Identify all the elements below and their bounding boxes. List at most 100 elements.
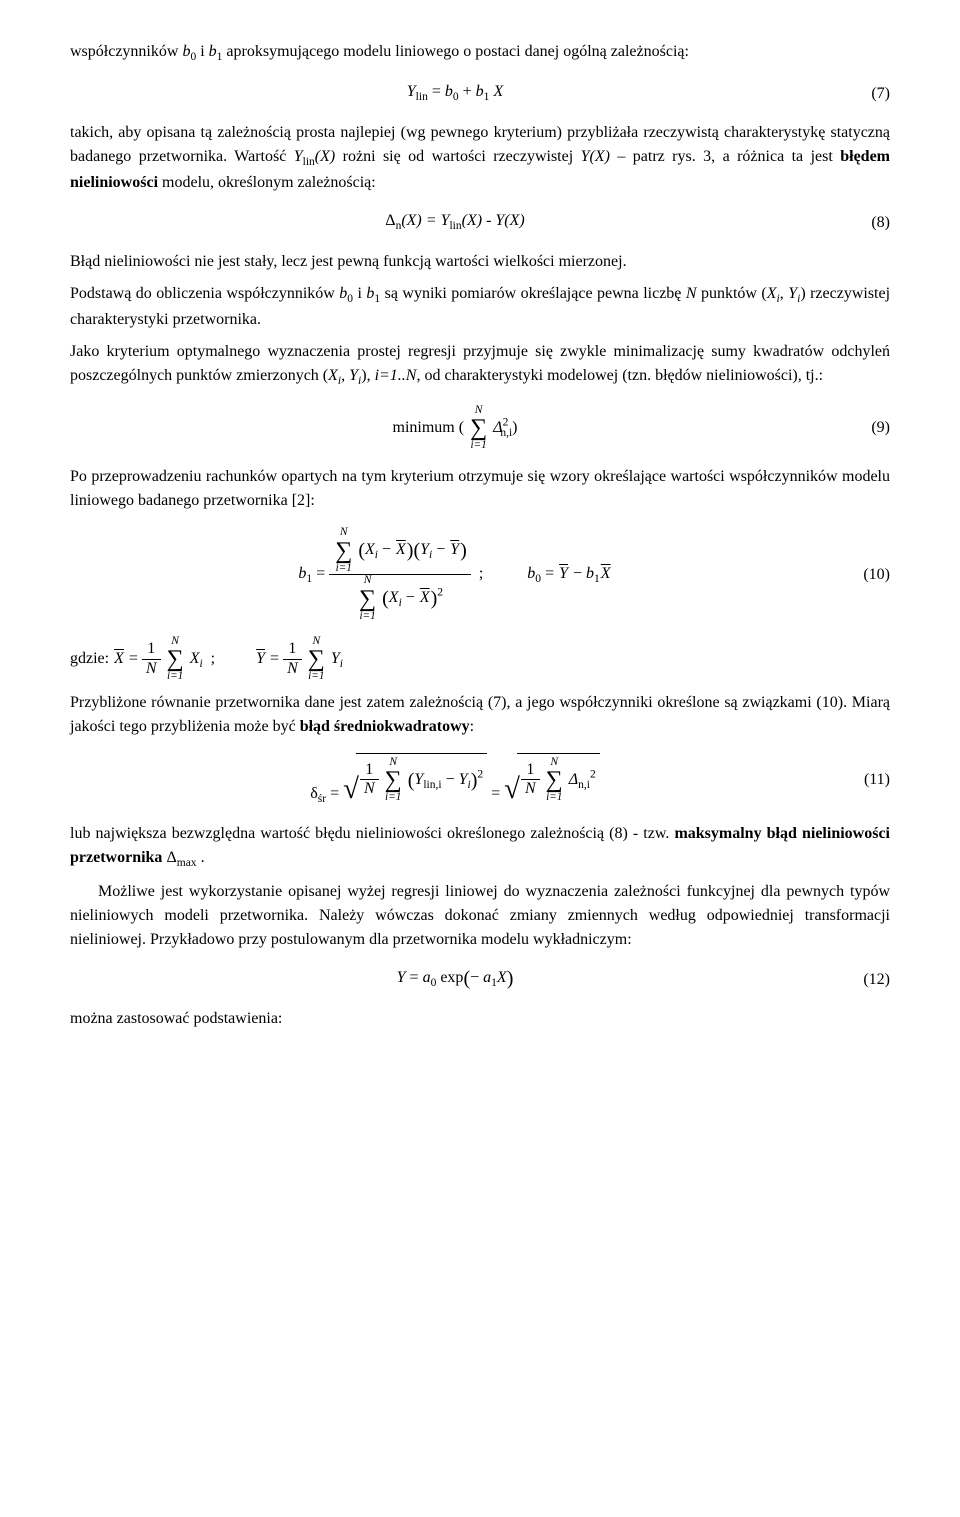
paragraph-10: Możliwe jest wykorzystanie opisanej wyże…: [70, 880, 890, 952]
text: minimum (: [393, 419, 465, 436]
sub-max: max: [177, 857, 197, 869]
sum-symbol: ∑: [470, 416, 487, 440]
fraction: 1N: [142, 640, 161, 678]
text: współczynników: [70, 43, 182, 60]
text: =: [406, 969, 423, 986]
text: =: [125, 650, 142, 667]
text: punktów (: [697, 285, 767, 302]
sum-symbol: ∑: [385, 768, 402, 792]
paragraph-3: Błąd nieliniowości nie jest stały, lecz …: [70, 250, 890, 274]
text: =: [541, 565, 558, 582]
text: i: [196, 43, 208, 60]
text: +: [459, 83, 476, 100]
var-Xbar: X: [113, 650, 125, 667]
denominator: N: [521, 779, 540, 798]
numerator: 1: [142, 640, 161, 658]
sum-symbol: ∑: [335, 539, 352, 563]
var-X: X: [190, 650, 200, 667]
eq-number: (12): [840, 968, 890, 992]
sum-symbol: ∑: [308, 647, 325, 671]
sqrt: √ 1N N ∑ i=1 (Ylin,i − Yi)2: [343, 753, 487, 804]
text: =: [326, 785, 343, 802]
sum-top: N: [359, 575, 376, 587]
eq-body: δśr = √ 1N N ∑ i=1 (Ylin,i − Yi)2 = √ 1N…: [70, 753, 840, 808]
eq-number: (10): [840, 563, 890, 587]
numerator: 1: [521, 761, 540, 779]
eq-body: b1 = N ∑ i=1 (Xi − X)(Yi − Y) N ∑ i=1 (X…: [70, 527, 840, 621]
sup-2: 2: [437, 587, 443, 599]
sum-bot: i=1: [359, 611, 376, 622]
paren-icon: (: [382, 588, 389, 610]
numerator: 1: [360, 761, 379, 779]
var-delta: Δ: [385, 212, 395, 229]
sum-bot: i=1: [308, 671, 325, 682]
equation-12: Y = a0 exp(− a1X) (12): [70, 966, 890, 992]
equation-8: Δn(X) = Ylin(X) - Y(X) (8): [70, 209, 890, 235]
paren-icon: )(: [407, 540, 420, 562]
var-Y: Y: [331, 650, 340, 667]
paren-icon: (: [358, 540, 365, 562]
text: −: [470, 969, 483, 986]
text: gdzie:: [70, 650, 113, 667]
text: i: [353, 285, 366, 302]
text: =: [428, 83, 445, 100]
var-Y: Y: [407, 83, 416, 100]
text: , od charakterystyki modelowej (tzn. błę…: [416, 367, 823, 384]
var-delta: δ: [310, 785, 318, 802]
text: i=1..N: [375, 367, 417, 384]
denominator: N: [142, 659, 161, 678]
text: =: [312, 565, 329, 582]
paragraph-11: można zastosować podstawienia:: [70, 1007, 890, 1031]
eq-body: Y = a0 exp(− a1X): [70, 966, 840, 992]
text: aproksymującego modelu liniowego o posta…: [222, 43, 689, 60]
sub-lin: lin: [303, 156, 315, 168]
var-Yi: Y: [459, 771, 468, 788]
eq-body: Δn(X) = Ylin(X) - Y(X): [70, 209, 840, 235]
var-Xi: X: [365, 541, 375, 558]
var-Xbar: X: [395, 541, 407, 558]
var-X: X: [489, 83, 503, 100]
equation-10: b1 = N ∑ i=1 (Xi − X)(Yi − Y) N ∑ i=1 (X…: [70, 527, 890, 621]
paren-icon: ): [460, 540, 467, 562]
eq-number: (7): [840, 82, 890, 106]
paragraph-5: Jako kryterium optymalnego wyznaczenia p…: [70, 340, 890, 390]
fraction: N ∑ i=1 (Xi − X)(Yi − Y) N ∑ i=1 (Xi − X…: [329, 527, 471, 621]
var-b0: b: [445, 83, 453, 100]
denominator: N: [360, 779, 379, 798]
var-b1: b: [476, 83, 484, 100]
sum-icon: N ∑ i=1: [308, 636, 325, 683]
text: lub największa bezwzględna wartość błędu…: [70, 825, 674, 842]
sub-i: i: [375, 550, 378, 562]
eq-number: (8): [840, 211, 890, 235]
text: exp: [436, 969, 463, 986]
paragraph-9: lub największa bezwzględna wartość błędu…: [70, 822, 890, 872]
sub-ni: n,i: [500, 427, 512, 439]
denominator: N ∑ i=1 (Xi − X)2: [329, 574, 471, 622]
sub-lin: lin: [449, 221, 461, 233]
sum-icon: N ∑ i=1: [546, 757, 563, 804]
paragraph-1: współczynników b0 i b1 aproksymującego m…: [70, 40, 890, 66]
text: ,: [780, 285, 788, 302]
var-Xbar: X: [600, 565, 612, 582]
sub-i: i: [429, 550, 432, 562]
fraction: 1N: [360, 761, 379, 799]
var-Yi: Y: [420, 541, 429, 558]
eq-number: (11): [840, 768, 890, 792]
var-X: X: [497, 969, 507, 986]
sum-icon: N ∑ i=1: [359, 575, 376, 622]
sqrt: √ 1N N ∑ i=1 Δn,i2: [504, 753, 600, 804]
sum-bot: i=1: [470, 440, 487, 451]
fraction: 1N: [283, 640, 302, 678]
bold-text: błąd średniokwadratowy: [300, 718, 470, 735]
sum-bot: i=1: [335, 563, 352, 574]
sum-bot: i=1: [167, 671, 184, 682]
text: ;: [475, 565, 523, 582]
var-Ybar: Y: [255, 650, 266, 667]
var-delta: Δ: [162, 849, 176, 866]
sup-2: 2: [590, 768, 596, 780]
var-Y: Y: [788, 285, 797, 302]
numerator: N ∑ i=1 (Xi − X)(Yi − Y): [329, 527, 471, 574]
var-a0: a: [423, 969, 431, 986]
var-X: X: [767, 285, 777, 302]
sub-i: i: [399, 597, 402, 609]
